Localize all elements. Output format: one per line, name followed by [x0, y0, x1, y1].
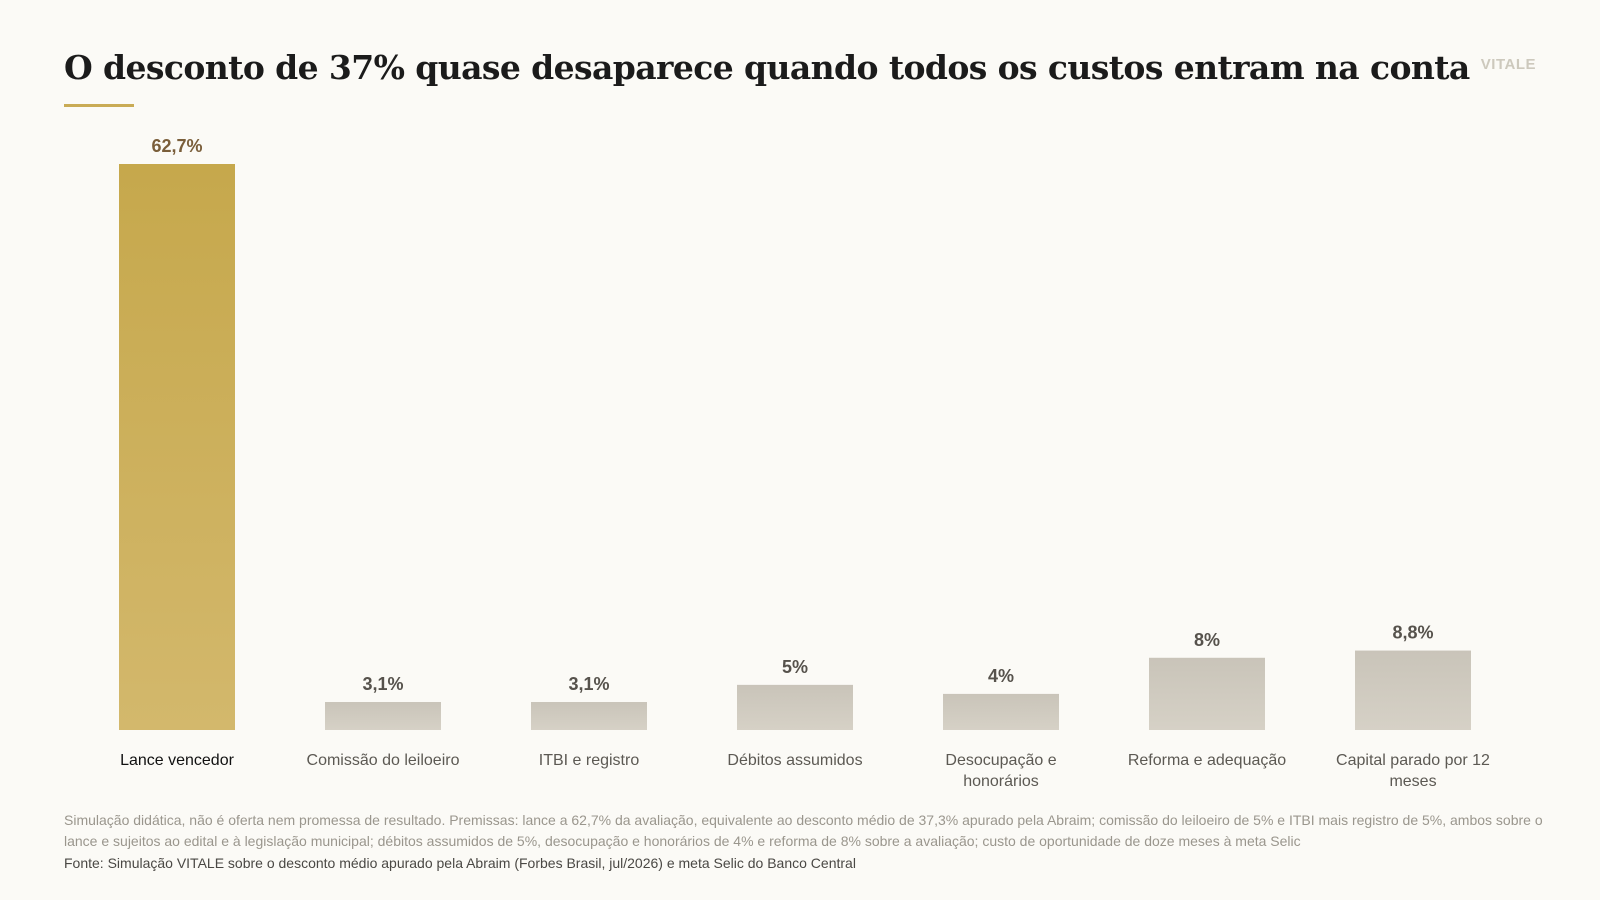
bar-5 — [1149, 657, 1265, 730]
category-label-3-0: Débitos assumidos — [727, 752, 862, 769]
bar-4 — [943, 693, 1059, 730]
chart-title: O desconto de 37% quase desaparece quand… — [64, 48, 1470, 87]
category-label-6-1: meses — [1389, 773, 1436, 790]
value-label-3: 5% — [782, 657, 808, 677]
category-label-2-0: ITBI e registro — [539, 752, 640, 769]
value-label-0: 62,7% — [151, 136, 202, 156]
footnote: Simulação didática, não é oferta nem pro… — [64, 812, 1543, 849]
value-label-2: 3,1% — [568, 674, 609, 694]
category-label-4-0: Desocupação e — [945, 752, 1056, 769]
bar-0 — [119, 164, 235, 730]
value-label-5: 8% — [1194, 630, 1220, 650]
category-label-5-0: Reforma e adequação — [1128, 752, 1286, 769]
bar-6 — [1355, 650, 1471, 730]
category-label-1-0: Comissão do leiloeiro — [307, 752, 460, 769]
title-underline — [64, 104, 134, 107]
bar-1 — [325, 702, 441, 730]
value-label-1: 3,1% — [362, 674, 403, 694]
value-label-4: 4% — [988, 666, 1014, 686]
bar-2 — [531, 702, 647, 730]
brand-logo: VITALE — [1480, 56, 1536, 73]
source-note: Fonte: Simulação VITALE sobre o desconto… — [64, 855, 856, 871]
category-label-0-0: Lance vencedor — [120, 752, 235, 769]
category-label-6-0: Capital parado por 12 — [1336, 752, 1490, 769]
value-label-6: 8,8% — [1392, 623, 1433, 643]
bar-3 — [737, 684, 853, 730]
bar-chart: 62,7% Lance vencedor 3,1% Comissão do leilo… — [119, 136, 1490, 790]
category-label-4-1: honorários — [963, 773, 1039, 790]
